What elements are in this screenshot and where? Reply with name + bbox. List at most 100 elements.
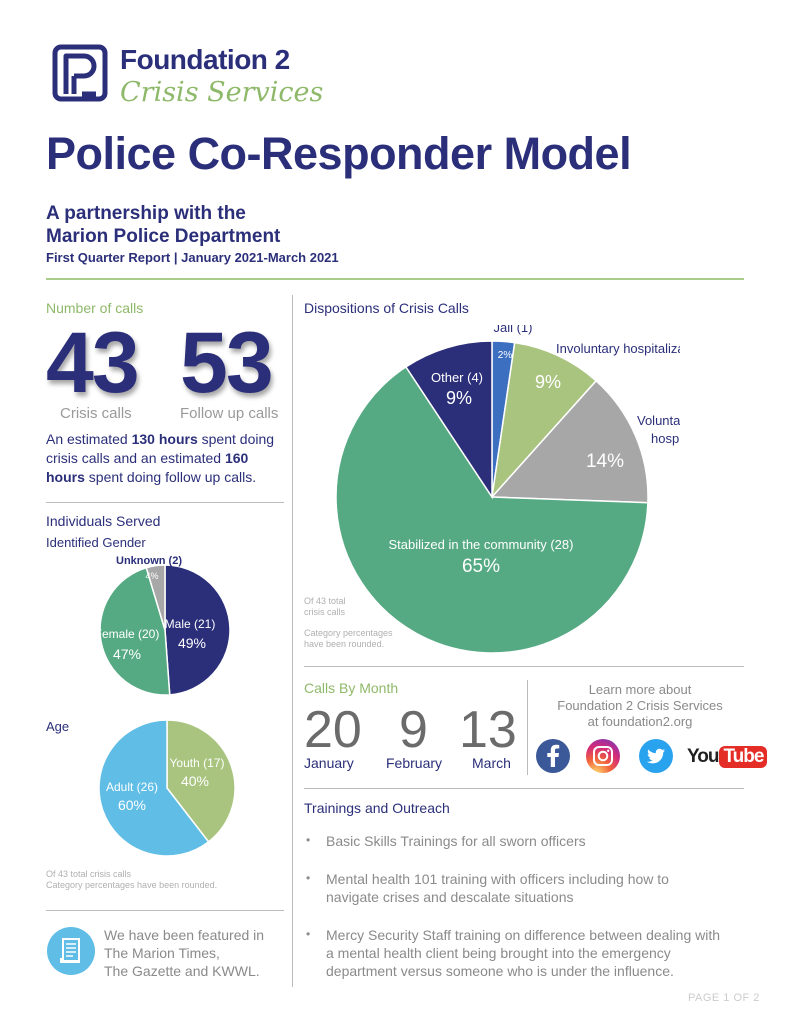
featured-line1: We have been featured in: [104, 927, 265, 943]
page-number: PAGE 1 OF 2: [688, 992, 760, 1004]
disp-note-line1: Of 43 total: [304, 596, 346, 606]
individuals-note-line1: Of 43 total crisis calls: [46, 869, 132, 879]
subtitle-line1: A partnership with the: [46, 203, 246, 224]
disp-slice-4: [404, 340, 493, 500]
disp-jail-label: Jail (1): [493, 325, 532, 335]
training-item-1: Basic Skills Trainings for all sworn off…: [326, 832, 586, 850]
disp-jail-pct: 2%: [498, 350, 513, 361]
training-3-line1: Mercy Security Staff training on differe…: [326, 927, 721, 943]
month-january-count: 20: [304, 701, 362, 759]
training-bullet-3: •: [306, 927, 311, 941]
foundation2-logo-icon: [52, 44, 108, 102]
left-divider-2: [46, 910, 284, 911]
youtube-icon[interactable]: You Tube: [687, 743, 768, 771]
youtube-you-text: You: [687, 746, 720, 767]
disp-stabilized-pct: 65%: [462, 556, 500, 577]
dispositions-pie-chart: Jail (1) 2% Involuntary hospitalization …: [335, 325, 680, 654]
month-social-divider: [527, 680, 528, 775]
instagram-icon[interactable]: [585, 738, 621, 774]
followup-calls-count: 53: [180, 315, 274, 411]
right-divider-1: [304, 666, 744, 667]
individuals-note: Of 43 total crisis calls Category percen…: [46, 869, 217, 891]
age-pie-chart: Youth (17) 40% Adult (26) 60%: [98, 719, 236, 857]
hours-text-post: spent doing follow up calls.: [84, 469, 257, 485]
left-divider-1: [46, 502, 284, 503]
learn-line1: Learn more about: [588, 682, 692, 697]
page-title: Police Co-Responder Model: [46, 128, 632, 179]
age-slice-1: [98, 719, 210, 857]
calls-by-month-table: 20 January 9 February 13 March: [304, 700, 524, 780]
individuals-note-line2: Category percentages have been rounded.: [46, 880, 218, 890]
hours-crisis: 130 hours: [131, 431, 198, 447]
gender-unknown-label: Unknown (2): [116, 555, 182, 567]
gender-slice-1: [99, 566, 171, 696]
right-divider-2: [304, 788, 744, 789]
crisis-calls-count: 43: [46, 315, 140, 411]
month-february-name: February: [386, 755, 443, 771]
disp-slice-2: [490, 379, 649, 504]
hours-text-pre: An estimated: [46, 431, 132, 447]
report-period: First Quarter Report | January 2021-Marc…: [46, 250, 339, 265]
newspaper-icon: [47, 927, 95, 975]
age-label: Age: [46, 719, 70, 734]
training-2-line1: Mental health 101 training with officers…: [326, 871, 669, 887]
org-subname: Crisis Services: [120, 77, 324, 108]
disp-involuntary-label: Involuntary hospitalization (4): [556, 341, 680, 356]
subtitle-line2: Marion Police Department: [46, 226, 281, 247]
featured-line2: The Marion Times,: [104, 945, 220, 961]
calls-by-month-label: Calls By Month: [304, 680, 399, 696]
learn-more-text: Learn more about Foundation 2 Crisis Ser…: [540, 682, 740, 730]
dispositions-label: Dispositions of Crisis Calls: [304, 300, 469, 316]
disp-note-line2: crisis calls: [304, 607, 346, 617]
age-youth-label: Youth (17): [170, 756, 225, 770]
age-adult-label: Adult (26): [106, 780, 158, 794]
training-item-2: Mental health 101 training with officers…: [326, 870, 669, 906]
hours-followup: 160 hours: [46, 450, 249, 485]
number-of-calls-label: Number of calls: [46, 300, 144, 316]
individuals-served-label: Individuals Served: [46, 513, 161, 529]
org-name: Foundation 2: [120, 44, 290, 75]
gender-unknown-pct: 4%: [145, 571, 158, 581]
facebook-icon[interactable]: [535, 738, 571, 774]
disp-voluntary-label-line2: hospitalization (6): [651, 431, 680, 446]
training-bullet-2: •: [306, 871, 311, 885]
gender-male-label: Male (21): [165, 617, 216, 631]
disp-voluntary-label-line1: Voluntary: [637, 413, 680, 428]
trainings-label: Trainings and Outreach: [304, 800, 450, 816]
month-february-count: 9: [399, 701, 428, 759]
disp-stabilized-label: Stabilized in the community (28): [389, 537, 574, 552]
twitter-icon[interactable]: [638, 738, 674, 774]
dispositions-note: Of 43 total crisis calls Category percen…: [304, 596, 393, 650]
top-divider: [46, 278, 744, 280]
hours-text-mid: spent doing crisis calls and an estimate…: [46, 431, 275, 466]
column-divider: [292, 295, 293, 987]
learn-line2: Foundation 2 Crisis Services: [557, 698, 723, 713]
disp-other-label: Other (4): [431, 370, 483, 385]
disp-note-line4: have been rounded.: [304, 639, 385, 649]
gender-female-pct: 47%: [113, 646, 141, 662]
age-adult-pct: 60%: [118, 797, 146, 813]
gender-pie-chart: Male (21) 49% Female (20) 47% 4%: [95, 564, 231, 696]
training-bullet-1: •: [306, 833, 311, 847]
featured-text: We have been featured in The Marion Time…: [104, 926, 264, 980]
crisis-calls-caption: Crisis calls: [60, 405, 132, 422]
month-march-name: March: [472, 755, 511, 771]
month-january-name: January: [304, 755, 354, 771]
disp-slice-3: [335, 365, 649, 654]
training-1-line1: Basic Skills Trainings for all sworn off…: [326, 833, 586, 849]
identified-gender-label: Identified Gender: [46, 535, 146, 550]
training-3-line3: department versus someone who is under t…: [326, 963, 674, 979]
gender-slice-0: [164, 564, 231, 696]
age-slice-0: [166, 719, 236, 843]
disp-involuntary-pct: 9%: [535, 372, 561, 392]
subtitle: A partnership with the Marion Police Dep…: [46, 202, 280, 248]
training-2-line2: navigate crises and descalate situations: [326, 889, 574, 905]
disp-other-pct: 9%: [446, 388, 472, 408]
age-youth-pct: 40%: [181, 773, 209, 789]
followup-calls-caption: Follow up calls: [180, 405, 279, 422]
training-3-line2: a mental health client being brought int…: [326, 945, 671, 961]
hours-summary: An estimated 130 hours spent doing crisi…: [46, 430, 286, 487]
training-item-3: Mercy Security Staff training on differe…: [326, 926, 720, 980]
disp-note-line3: Category percentages: [304, 628, 393, 638]
gender-slice-2: [145, 564, 166, 631]
